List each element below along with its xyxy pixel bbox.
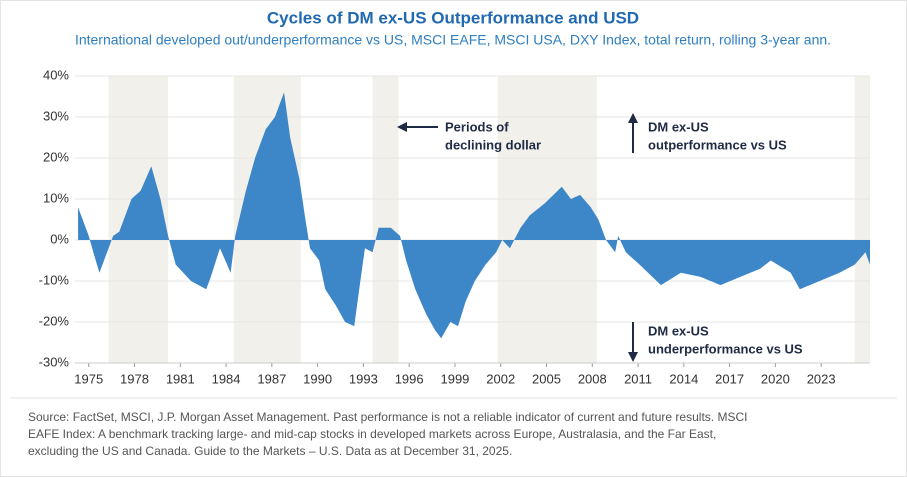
x-tick-label: 2020 [761, 371, 790, 386]
annotation: outperformance vs US [648, 137, 787, 152]
x-tick-label: 1978 [120, 371, 149, 386]
annotation: Periods of [445, 119, 509, 134]
annotation: underperformance vs US [648, 341, 803, 356]
shaded-period [854, 76, 870, 363]
x-tick-label: 2008 [578, 371, 607, 386]
x-tick-label: 2002 [486, 371, 515, 386]
x-tick-label: 2011 [624, 371, 652, 386]
source-note: EAFE Index: A benchmark tracking large- … [28, 427, 716, 441]
source-note: excluding the US and Canada. Guide to th… [28, 444, 512, 458]
plot-area [75, 75, 871, 367]
x-tick-label: 1990 [303, 371, 332, 386]
chart-title: Cycles of DM ex-US Outperformance and US… [267, 8, 639, 27]
x-tick-label: 1996 [395, 371, 424, 386]
x-tick-label: 1987 [257, 371, 286, 386]
x-tick-label: 2014 [669, 371, 698, 386]
y-tick-label: 30% [43, 108, 69, 123]
annotation: DM ex-US [648, 323, 709, 338]
y-tick-label: 10% [43, 190, 69, 205]
x-tick-label: 1981 [166, 371, 195, 386]
y-tick-label: 0% [50, 231, 69, 246]
shaded-period [372, 76, 399, 363]
x-tick-label: 1999 [440, 371, 469, 386]
x-tick-label: 1984 [212, 371, 241, 386]
y-tick-label: 40% [43, 67, 69, 82]
annotation: declining dollar [445, 137, 541, 152]
annotations: Periods of declining dollar DM ex-US outper… [397, 113, 803, 362]
x-tick-label: 1993 [349, 371, 378, 386]
y-tick-label: -30% [39, 354, 70, 369]
y-tick-label: -10% [39, 272, 70, 287]
y-tick-label: -20% [39, 313, 70, 328]
source-note: Source: FactSet, MSCI, J.P. Morgan Asset… [28, 410, 747, 424]
y-tick-label: 20% [43, 149, 69, 164]
x-tick-label: 2017 [715, 371, 744, 386]
x-tick-label: 2005 [532, 371, 561, 386]
area [78, 92, 871, 339]
x-tick-label: 1975 [74, 371, 103, 386]
chart-subtitle: International developed out/underperform… [75, 32, 831, 48]
annotation: DM ex-US [648, 119, 709, 134]
x-tick-label: 2023 [807, 371, 836, 386]
